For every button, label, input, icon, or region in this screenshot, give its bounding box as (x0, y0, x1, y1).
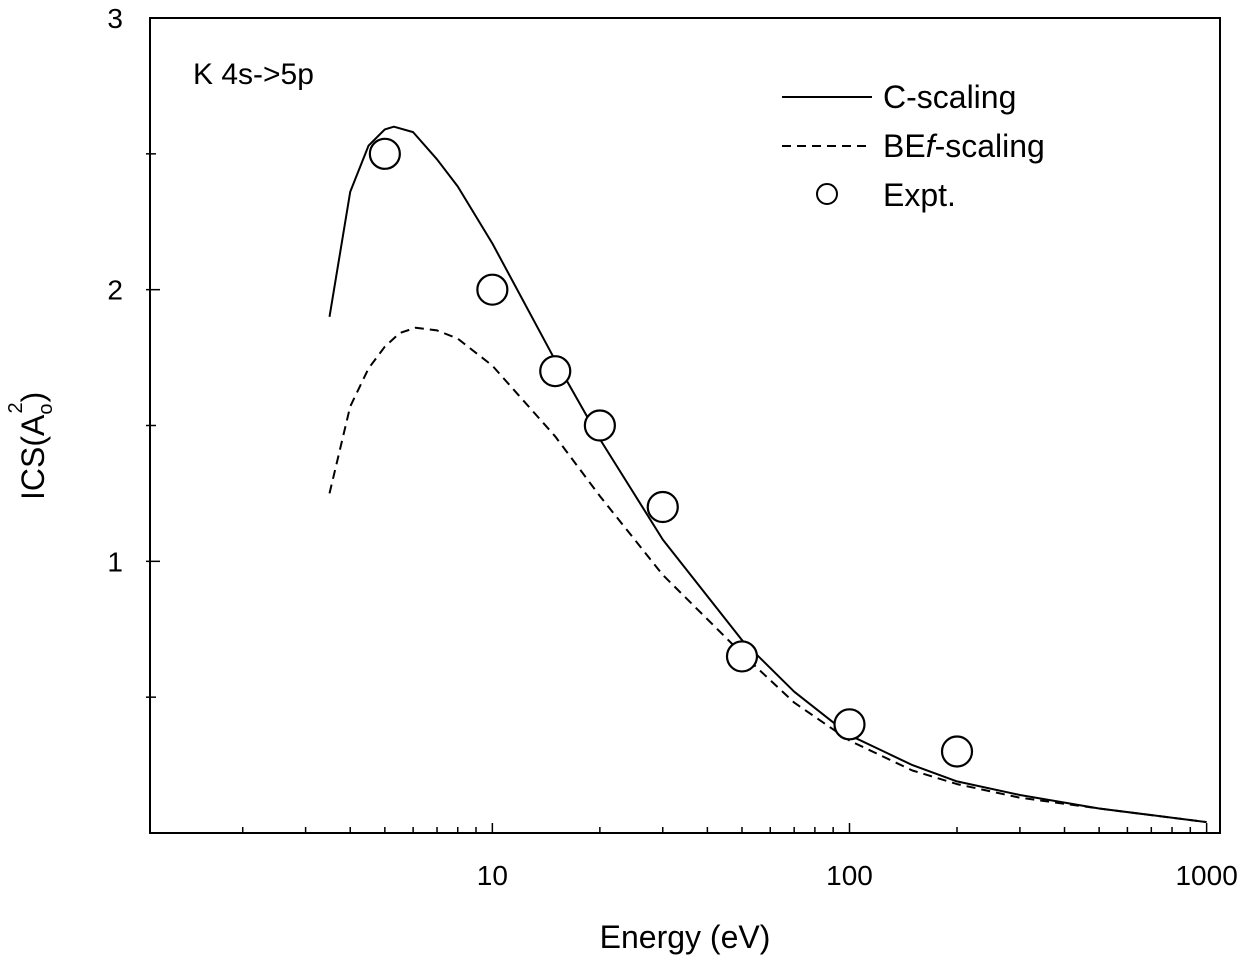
plot-frame (149, 17, 1221, 834)
y-axis-label-sub: o (35, 404, 57, 415)
legend-expt-label: Expt. (883, 177, 956, 213)
y-tick-label: 3 (107, 3, 123, 34)
expt-point (368, 137, 401, 170)
x-axis-label: Energy (eV) (600, 919, 771, 955)
x-tick-label: 10 (477, 860, 508, 891)
expt-point (725, 640, 759, 673)
legend-expt-marker (816, 183, 838, 205)
legend-bef-part: -scaling (935, 128, 1045, 164)
bef-scaling-line (328, 326, 1207, 824)
expt-point (539, 355, 572, 388)
c-scaling-line (328, 125, 1207, 824)
expt-point (476, 273, 509, 306)
annotation: K 4s->5p (193, 58, 314, 91)
y-axis-label-main: ICS(A (15, 414, 51, 500)
y-axis-label-close: ) (15, 392, 51, 403)
expt-point (833, 708, 866, 741)
expt-point (940, 735, 974, 768)
x-tick-label: 1000 (1175, 860, 1237, 891)
y-tick-label: 1 (107, 546, 123, 577)
y-axis-label: ICS(Ao2) (5, 392, 57, 500)
legend-bef-scaling-label: BEf-scaling (883, 128, 1045, 164)
expt-point (646, 490, 679, 524)
expt-point (583, 409, 616, 442)
y-tick-label: 2 (107, 275, 123, 306)
legend-c-scaling-label: C-scaling (883, 79, 1016, 115)
y-axis-label-sup: 2 (5, 402, 27, 413)
x-tick-label: 100 (826, 860, 873, 891)
legend-bef-part: BE (883, 128, 926, 164)
